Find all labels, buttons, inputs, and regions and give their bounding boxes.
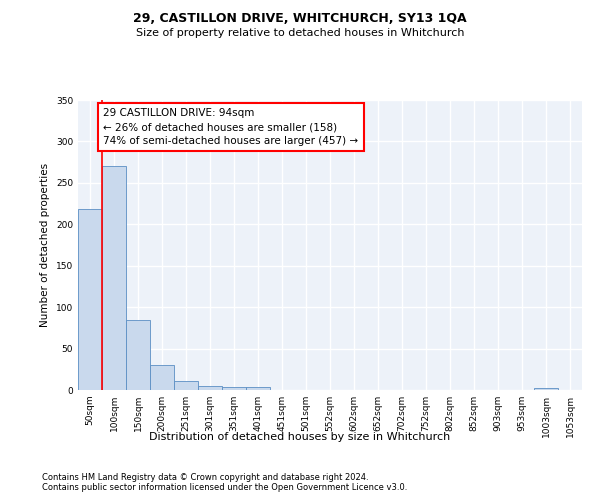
Text: Contains HM Land Registry data © Crown copyright and database right 2024.: Contains HM Land Registry data © Crown c… [42,472,368,482]
Bar [246,386,270,390]
Bar [174,381,198,390]
Text: 29 CASTILLON DRIVE: 94sqm
← 26% of detached houses are smaller (158)
74% of semi: 29 CASTILLON DRIVE: 94sqm ← 26% of detac… [103,108,358,146]
Text: Distribution of detached houses by size in Whitchurch: Distribution of detached houses by size … [149,432,451,442]
Bar [78,210,102,390]
Text: 29, CASTILLON DRIVE, WHITCHURCH, SY13 1QA: 29, CASTILLON DRIVE, WHITCHURCH, SY13 1Q… [133,12,467,26]
Bar [126,320,150,390]
Bar [222,386,246,390]
Bar [102,166,126,390]
Text: Size of property relative to detached houses in Whitchurch: Size of property relative to detached ho… [136,28,464,38]
Bar [150,365,174,390]
Bar [534,388,558,390]
Bar [198,386,222,390]
Y-axis label: Number of detached properties: Number of detached properties [40,163,50,327]
Text: Contains public sector information licensed under the Open Government Licence v3: Contains public sector information licen… [42,484,407,492]
